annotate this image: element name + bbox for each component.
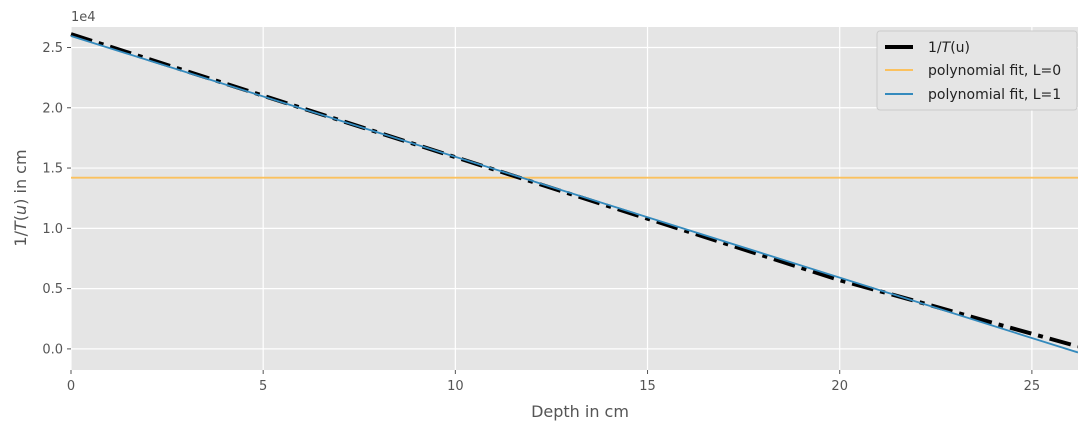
y-axis-label-part: u: [11, 205, 30, 215]
y-offset-text: 1e4: [71, 10, 96, 25]
y-tick-label: 0.5: [42, 282, 63, 297]
x-tick-label: 5: [259, 379, 267, 394]
y-tick-label: 2.5: [42, 41, 63, 56]
legend-label-1tu-part: T: [942, 40, 952, 56]
y-axis-label-part: 1/: [11, 230, 30, 246]
y-tick-label: 2.0: [42, 101, 63, 116]
x-tick-label: 15: [639, 379, 656, 394]
x-tick-label: 25: [1024, 379, 1041, 394]
y-axis-label-part: ) in cm: [11, 149, 30, 204]
y-tick-label: 1.0: [42, 222, 63, 237]
y-axis-label: 1/T(u) in cm: [11, 149, 30, 246]
series-layer: [70, 32, 1078, 354]
y-axis-label-part: T: [11, 220, 30, 231]
legend-label-1tu-part: 1/: [928, 40, 942, 56]
legend-label-1tu: 1/T(u): [928, 40, 970, 56]
x-axis: 0 5 10 15 20 25: [67, 370, 1040, 394]
series-line-2: [70, 35, 1078, 354]
x-tick-label: 10: [447, 379, 464, 394]
x-tick-label: 0: [67, 379, 75, 394]
legend: 1/T(u) polynomial fit, L=0 polynomial fi…: [876, 30, 1078, 111]
y-axis-label-part: (: [11, 215, 30, 221]
x-tick-label: 20: [831, 379, 848, 394]
x-axis-label: Depth in cm: [531, 402, 629, 421]
legend-label-1tu-part: (u): [950, 40, 970, 56]
legend-box: [876, 30, 1078, 111]
legend-label-fit-l1: polynomial fit, L=1: [928, 87, 1061, 103]
y-tick-label: 1.5: [42, 162, 63, 177]
legend-label-fit-l0: polynomial fit, L=0: [928, 63, 1061, 79]
y-axis: 0.0 0.5 1.0 1.5 2.0 2.5: [42, 41, 71, 357]
y-tick-label: 0.0: [42, 342, 63, 357]
